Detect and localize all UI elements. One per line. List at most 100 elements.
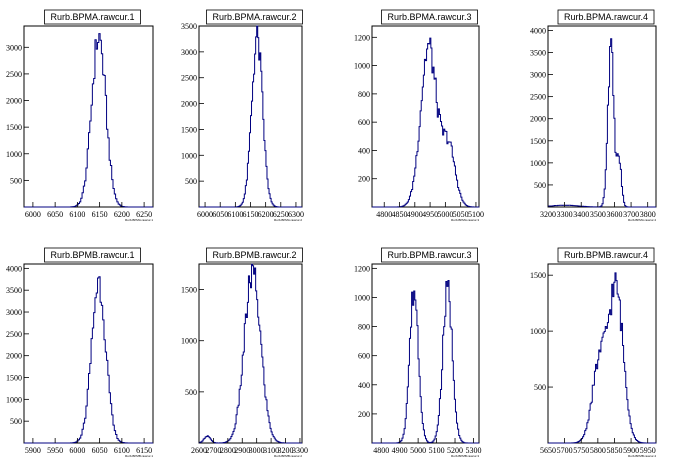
y-tick-label: 1500 (6, 123, 22, 132)
histogram-line (372, 37, 480, 208)
chart-pad: 5650 5700 5750 5800 5850 5900 5950 500 1000 1500 R… (530, 247, 657, 458)
plot-frame (371, 263, 480, 444)
x-tick-label: 5100 (429, 446, 445, 455)
chart-title: Rurb.BPMB.rawcur.3 (387, 250, 471, 260)
x-tick-label: 3200 (540, 210, 556, 219)
x-tick-label: 6150 (92, 210, 108, 219)
x-tick-label: 5800 (590, 446, 606, 455)
x-tick-label: 5950 (47, 446, 63, 455)
y-tick-label: 2500 (181, 74, 197, 83)
y-tick-label: 1500 (530, 271, 546, 280)
histogram-line (547, 38, 656, 208)
title-box (381, 247, 478, 263)
y-tick-label: 1000 (354, 62, 370, 71)
y-tick-label: 3000 (6, 308, 22, 317)
title-box (557, 247, 655, 263)
x-tick-label: 5050 (453, 210, 469, 219)
x-tick-label: 6150 (136, 446, 152, 455)
x-tick-label: 6200 (114, 210, 130, 219)
y-tick-label: 500 (534, 181, 546, 190)
title-box (381, 9, 478, 25)
y-tick-label: 1000 (354, 293, 370, 302)
y-tick-label: 500 (534, 383, 546, 392)
y-tick-label: 1000 (6, 150, 22, 159)
chart-title: Rurb.BPMA.rawcur.4 (564, 12, 648, 22)
y-tick-label: 1200 (354, 264, 370, 273)
plot-frame (23, 25, 154, 208)
chart-pad: 6000 6050 6100 6150 6200 6250 500 1000 1500 2000 2… (6, 9, 154, 222)
x-tick-label: 6000 (69, 446, 85, 455)
chart-title: Rurb.BPMA.rawcur.2 (212, 12, 296, 22)
y-tick-label: 800 (358, 90, 370, 99)
x-axis-label: Rurb.BPMB.rawcur.4 (628, 454, 656, 458)
plot-frame (547, 263, 657, 444)
x-tick-label: 2700 (205, 446, 221, 455)
x-tick-label: 6150 (243, 210, 259, 219)
x-tick-label: 6100 (227, 210, 243, 219)
chart-title: Rurb.BPMB.rawcur.1 (50, 250, 134, 260)
x-tick-label: 3300 (557, 210, 573, 219)
y-tick-label: 400 (358, 146, 370, 155)
x-tick-label: 6300 (288, 210, 304, 219)
x-tick-label: 3600 (606, 210, 622, 219)
x-tick-label: 3700 (623, 210, 639, 219)
chart-title: Rurb.BPMA.rawcur.3 (387, 12, 471, 22)
x-axis-label: Rurb.BPMA.rawcur.2 (274, 218, 302, 222)
x-tick-label: 5700 (557, 446, 573, 455)
y-tick-label: 1000 (181, 151, 197, 160)
x-axis-label: Rurb.BPMA.rawcur.1 (125, 218, 153, 222)
chart-title: Rurb.BPMB.rawcur.4 (564, 250, 648, 260)
x-tick-label: 2800 (220, 446, 236, 455)
x-tick-label: 3300 (292, 446, 308, 455)
x-tick-label: 6050 (212, 210, 228, 219)
x-tick-label: 3800 (640, 210, 656, 219)
x-tick-label: 5100 (468, 210, 484, 219)
title-box (206, 247, 303, 263)
x-tick-label: 5950 (640, 446, 656, 455)
y-tick-label: 500 (185, 388, 197, 397)
x-tick-label: 3100 (263, 446, 279, 455)
y-tick-label: 200 (358, 175, 370, 184)
x-tick-label: 6100 (69, 210, 85, 219)
x-tick-label: 3200 (278, 446, 294, 455)
x-tick-label: 4950 (422, 210, 438, 219)
y-tick-label: 1000 (530, 327, 546, 336)
y-tick-label: 1500 (181, 286, 197, 295)
histogram-line (198, 263, 302, 444)
y-tick-label: 200 (358, 410, 370, 419)
title-box (44, 247, 141, 263)
y-tick-label: 2000 (181, 100, 197, 109)
x-tick-label: 3500 (590, 210, 606, 219)
x-tick-label: 6050 (47, 210, 63, 219)
x-tick-label: 5000 (437, 210, 453, 219)
chart-pad: 3200 3300 3400 3500 3600 3700 3800500100015002… (530, 9, 657, 222)
y-tick-label: 1000 (6, 395, 22, 404)
y-tick-label: 2500 (6, 330, 22, 339)
title-box (206, 9, 303, 25)
x-tick-label: 6250 (136, 210, 152, 219)
y-tick-label: 800 (358, 323, 370, 332)
y-tick-label: 3500 (6, 286, 22, 295)
chart-pad: 4800 4850 4900 4950 5000 5050 5100 200 400 600 800… (354, 9, 484, 222)
x-tick-label: 5650 (540, 446, 556, 455)
x-axis-label: Rurb.BPMB.rawcur.1 (125, 454, 153, 458)
y-tick-label: 600 (358, 352, 370, 361)
x-tick-label: 4900 (392, 446, 408, 455)
y-tick-label: 1500 (6, 374, 22, 383)
y-tick-label: 2500 (6, 70, 22, 79)
x-tick-label: 3000 (249, 446, 265, 455)
plot-frame (547, 25, 657, 208)
y-tick-label: 400 (358, 381, 370, 390)
plot-frame (198, 263, 303, 444)
x-tick-label: 4800 (376, 210, 392, 219)
y-tick-label: 2500 (530, 93, 546, 102)
x-tick-label: 6050 (92, 446, 108, 455)
chart-title: Rurb.BPMA.rawcur.1 (50, 12, 134, 22)
x-tick-label: 3400 (573, 210, 589, 219)
chart-pad: 5900 5950 6000 6050 6100 6150 500 1000 1500 2000 2… (6, 247, 154, 458)
x-tick-label: 2900 (234, 446, 250, 455)
title-box (557, 9, 655, 25)
y-tick-label: 600 (358, 118, 370, 127)
title-box (44, 9, 141, 25)
chart-title: Rurb.BPMB.rawcur.2 (212, 250, 296, 260)
